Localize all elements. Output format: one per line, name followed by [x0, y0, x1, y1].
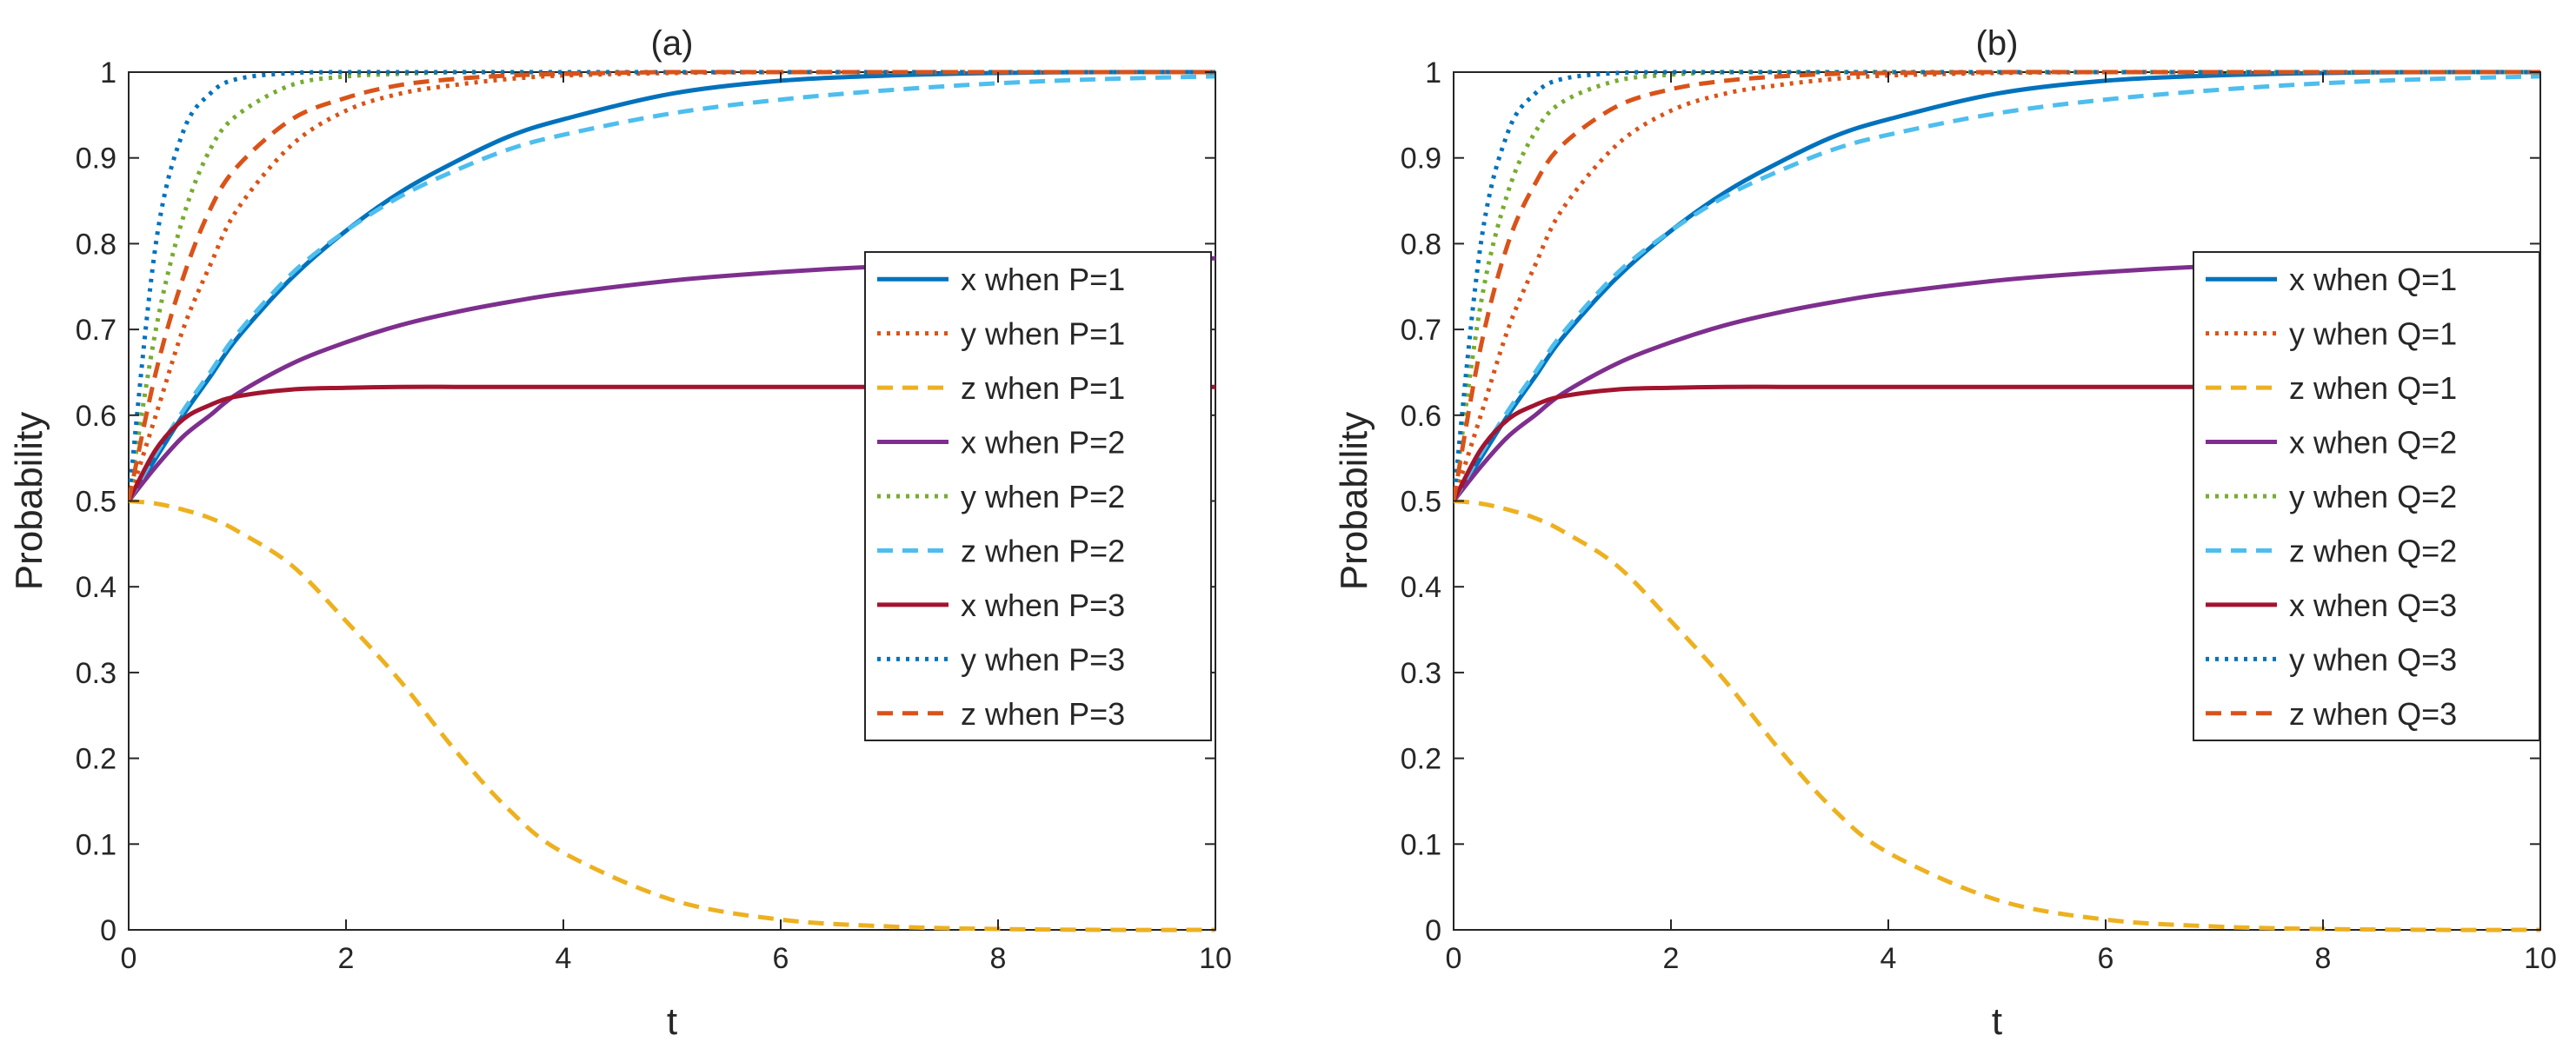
- legend-box: [2193, 251, 2540, 741]
- legend-label: y when Q=1: [2289, 316, 2457, 352]
- series-line-6: [129, 74, 1215, 502]
- series-group: [1454, 70, 2540, 932]
- y-tick-label: 0.3: [76, 657, 116, 690]
- y-tick-label: 0.5: [76, 486, 116, 519]
- legend-box: [864, 251, 1212, 741]
- y-tick-label: 0.4: [1401, 571, 1441, 604]
- y-tick-label: 0.5: [1401, 486, 1441, 519]
- x-tick-label: 8: [990, 942, 1007, 975]
- x-tick-label: 0: [121, 942, 137, 975]
- legend-label: z when P=1: [961, 370, 1125, 406]
- y-tick-label: 0: [1425, 914, 1441, 947]
- x-tick-label: 2: [1663, 942, 1680, 975]
- x-tick-label: 4: [556, 942, 572, 975]
- x-tick-label: 10: [2524, 942, 2557, 975]
- legend-label: x when Q=1: [2289, 262, 2457, 297]
- x-axis-label: t: [1992, 1000, 2002, 1043]
- series-line-6: [1454, 74, 2540, 502]
- y-tick-label: 0.1: [1401, 828, 1441, 861]
- y-tick-label: 1: [100, 56, 116, 90]
- y-tick-label: 0.4: [76, 571, 116, 604]
- y-tick-label: 0.3: [1401, 657, 1441, 690]
- x-tick-label: 2: [338, 942, 355, 975]
- legend-label: z when Q=1: [2289, 370, 2457, 406]
- panel-b: 0 2 4 6 8 10 0 0.1 0.2 0.3 0.4 0.5 0.6 0.7 0.8 0.9 1 (b) t…: [1333, 24, 2557, 1043]
- series-line-8: [129, 70, 1215, 501]
- x-axis-label: t: [667, 1000, 677, 1043]
- y-tick-label: 0.1: [76, 828, 116, 861]
- panel-title: (a): [651, 24, 694, 63]
- legend-label: z when P=3: [961, 696, 1125, 732]
- legend-label: y when P=1: [961, 316, 1125, 352]
- legend: x when P=1 y when P=1 z when P=1 x when P=2…: [864, 251, 1212, 741]
- x-tick-label: 6: [2098, 942, 2114, 975]
- y-tick-label: 0.2: [76, 743, 116, 776]
- legend-label: x when Q=2: [2289, 425, 2457, 461]
- y-tick-label: 0.7: [1401, 314, 1441, 347]
- y-tick-label: 0.8: [76, 228, 116, 261]
- legend-label: y when P=2: [961, 479, 1125, 514]
- y-tick-label: 0.6: [1401, 400, 1441, 433]
- legend-label: z when Q=2: [2289, 533, 2457, 568]
- legend-label: x when P=1: [961, 262, 1125, 297]
- y-tick-label: 0.6: [76, 400, 116, 433]
- legend-label: x when P=2: [961, 425, 1125, 461]
- legend-label: y when Q=2: [2289, 479, 2457, 514]
- y-axis-label: Probability: [1333, 412, 1375, 590]
- y-axis-label: Probability: [8, 412, 50, 590]
- legend-label: x when Q=3: [2289, 587, 2457, 623]
- legend-label: y when Q=3: [2289, 641, 2457, 677]
- y-tick-label: 0.9: [76, 143, 116, 176]
- y-tick-label: 0.2: [1401, 743, 1441, 776]
- series-line-9: [129, 70, 1215, 502]
- legend: x when Q=1 y when Q=1 z when Q=1 x when Q=2…: [2193, 251, 2540, 741]
- y-tick-label: 1: [1425, 56, 1441, 90]
- x-tick-label: 4: [1880, 942, 1897, 975]
- y-tick-label: 0.9: [1401, 143, 1441, 176]
- y-tick-label: 0: [100, 914, 116, 947]
- legend-label: x when P=3: [961, 587, 1125, 623]
- x-tick-label: 10: [1199, 942, 1232, 975]
- x-tick-label: 6: [773, 942, 789, 975]
- panel-title: (b): [1976, 24, 2019, 63]
- series-line-3: [129, 499, 1215, 932]
- y-tick-label: 0.8: [1401, 228, 1441, 261]
- x-tick-label: 8: [2315, 942, 2332, 975]
- legend-label: z when Q=3: [2289, 696, 2457, 732]
- legend-label: z when P=2: [961, 533, 1125, 568]
- legend-label: y when P=3: [961, 641, 1125, 677]
- y-tick-label: 0.7: [76, 314, 116, 347]
- series-line-2: [129, 70, 1215, 502]
- series-line-3: [1454, 499, 2540, 932]
- series-line-9: [1454, 70, 2540, 501]
- x-tick-label: 0: [1446, 942, 1462, 975]
- panel-a: 0 2 4 6 8 10 0 0.1 0.2 0.3 0.4 0.5 0.6 0.7 0.8 0.9 1 (a) t…: [8, 24, 1232, 1043]
